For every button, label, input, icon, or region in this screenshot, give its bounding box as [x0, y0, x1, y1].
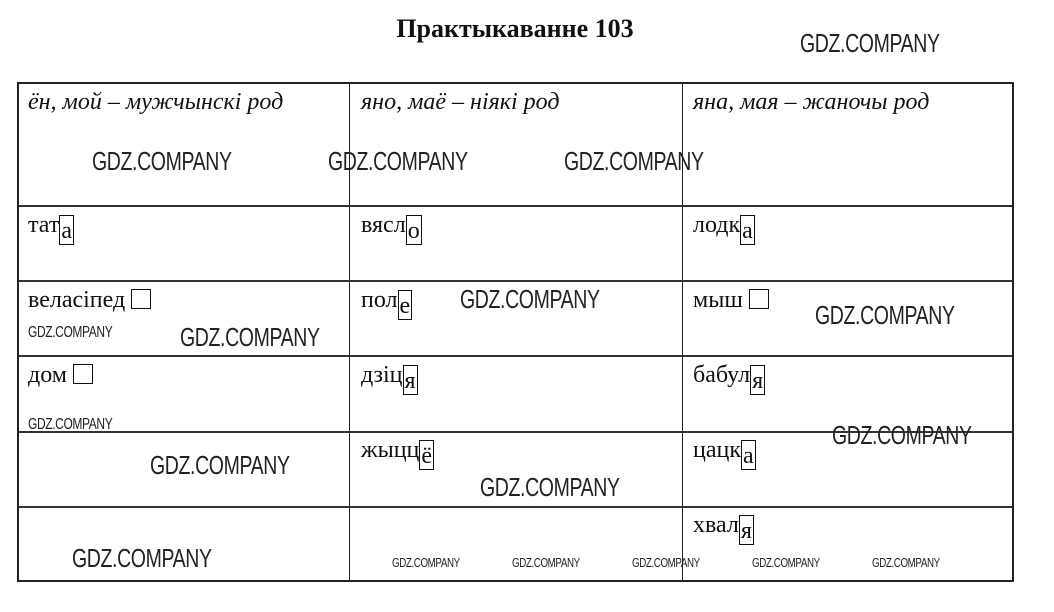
watermark: GDZ.COMPANY: [752, 555, 820, 570]
word-cell: поле: [361, 287, 413, 320]
row-divider: [19, 506, 1012, 508]
ending-box: а: [740, 215, 755, 245]
row-divider: [19, 431, 1012, 433]
ending-box: [72, 364, 93, 384]
ending-box: я: [738, 515, 754, 545]
watermark: GDZ.COMPANY: [872, 555, 940, 570]
word-cell: дом: [28, 362, 93, 388]
word-stem: веласіпед: [28, 287, 126, 313]
gender-table: ён, мой – мужчынскі род яно, маё – ніякі…: [17, 82, 1014, 582]
word-stem: дом: [28, 362, 67, 388]
word-stem: вясл: [361, 212, 406, 238]
ending-box: я: [750, 365, 766, 395]
watermark: GDZ.COMPANY: [460, 284, 600, 314]
row-divider: [19, 280, 1012, 282]
word-stem: жыцц: [361, 437, 420, 463]
watermark: GDZ.COMPANY: [28, 324, 113, 341]
word-cell: жыццё: [361, 437, 435, 470]
ending-box: ё: [419, 440, 435, 470]
header-masculine: ён, мой – мужчынскі род: [28, 89, 284, 115]
word-cell: вясло: [361, 212, 422, 245]
word-stem: лодк: [693, 212, 741, 238]
ending-box: е: [397, 290, 413, 320]
header-neuter: яно, маё – ніякі род: [361, 89, 560, 115]
row-divider: [19, 205, 1012, 207]
header-feminine: яна, мая – жаночы род: [693, 89, 930, 115]
watermark: GDZ.COMPANY: [632, 555, 700, 570]
watermark: GDZ.COMPANY: [328, 146, 468, 176]
word-cell: хваля: [693, 512, 754, 545]
watermark: GDZ.COMPANY: [564, 146, 704, 176]
word-cell: тата: [28, 212, 74, 245]
watermark: GDZ.COMPANY: [800, 28, 940, 58]
ending-box: о: [405, 215, 422, 245]
watermark: GDZ.COMPANY: [28, 416, 113, 433]
word-stem: тат: [28, 212, 60, 238]
ending-box: а: [741, 440, 756, 470]
column-divider: [682, 84, 683, 580]
word-stem: цацк: [693, 437, 741, 463]
word-stem: дзіц: [361, 362, 403, 388]
watermark: GDZ.COMPANY: [72, 543, 212, 573]
word-cell: лодка: [693, 212, 755, 245]
page-title: Практыкаванне 103: [396, 14, 634, 43]
word-cell: бабуля: [693, 362, 766, 395]
watermark: GDZ.COMPANY: [512, 555, 580, 570]
watermark: GDZ.COMPANY: [480, 472, 620, 502]
watermark: GDZ.COMPANY: [815, 300, 955, 330]
ending-box: [131, 289, 152, 309]
ending-box: [748, 289, 769, 309]
word-stem: мыш: [693, 287, 743, 313]
ending-box: а: [59, 215, 74, 245]
watermark: GDZ.COMPANY: [150, 450, 290, 480]
word-cell: веласіпед: [28, 287, 152, 313]
row-divider: [19, 355, 1012, 357]
ending-box: я: [402, 365, 418, 395]
word-stem: пол: [361, 287, 398, 313]
watermark: GDZ.COMPANY: [180, 322, 320, 352]
word-cell: цацка: [693, 437, 756, 470]
column-divider: [349, 84, 350, 580]
word-cell: дзіця: [361, 362, 418, 395]
watermark: GDZ.COMPANY: [392, 555, 460, 570]
word-cell: мыш: [693, 287, 769, 313]
watermark: GDZ.COMPANY: [832, 420, 972, 450]
word-stem: бабул: [693, 362, 751, 388]
word-stem: хвал: [693, 512, 739, 538]
watermark: GDZ.COMPANY: [92, 146, 232, 176]
